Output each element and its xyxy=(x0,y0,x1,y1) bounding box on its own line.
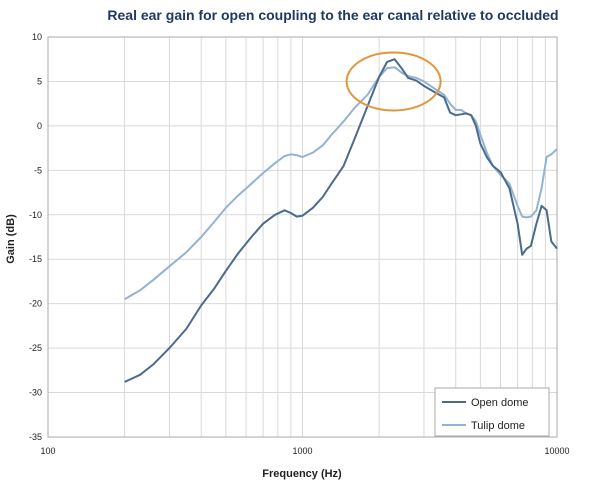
y-tick-label: 10 xyxy=(32,32,42,42)
series-line-tulip-dome xyxy=(124,66,558,301)
y-tick-label: -20 xyxy=(29,299,42,309)
x-tick-label: 10000 xyxy=(544,446,569,456)
y-tick-label: 0 xyxy=(37,121,42,131)
y-tick-label: -25 xyxy=(29,343,42,353)
y-tick-label: -10 xyxy=(29,210,42,220)
y-tick-labels: 10 5 0 -5 -10 -15 -20 -25 -30 -35 xyxy=(29,32,42,442)
peak-highlight-ellipse xyxy=(345,51,442,112)
plot-area xyxy=(47,36,558,438)
x-tick-label: 100 xyxy=(40,446,55,456)
series-line-open-dome xyxy=(124,58,558,383)
legend-box xyxy=(434,387,550,437)
chart-title: Real ear gain for open coupling to the e… xyxy=(107,7,558,23)
y-tick-label: -30 xyxy=(29,388,42,398)
x-tick-labels: 100 1000 10000 xyxy=(40,446,569,456)
x-tick-label: 1000 xyxy=(292,446,312,456)
legend-label-open-dome: Open dome xyxy=(471,397,528,409)
y-tick-label: -35 xyxy=(29,432,42,442)
y-tick-label: -15 xyxy=(29,254,42,264)
y-tick-label: 5 xyxy=(37,76,42,86)
y-axis-label: Gain (dB) xyxy=(5,214,17,264)
y-tick-label: -5 xyxy=(34,165,42,175)
x-axis-label: Frequency (Hz) xyxy=(262,468,342,480)
gridlines xyxy=(47,36,558,438)
series-lines xyxy=(124,58,558,383)
legend-label-tulip-dome: Tulip dome xyxy=(471,420,525,432)
legend: Open dome Tulip dome xyxy=(434,387,550,437)
